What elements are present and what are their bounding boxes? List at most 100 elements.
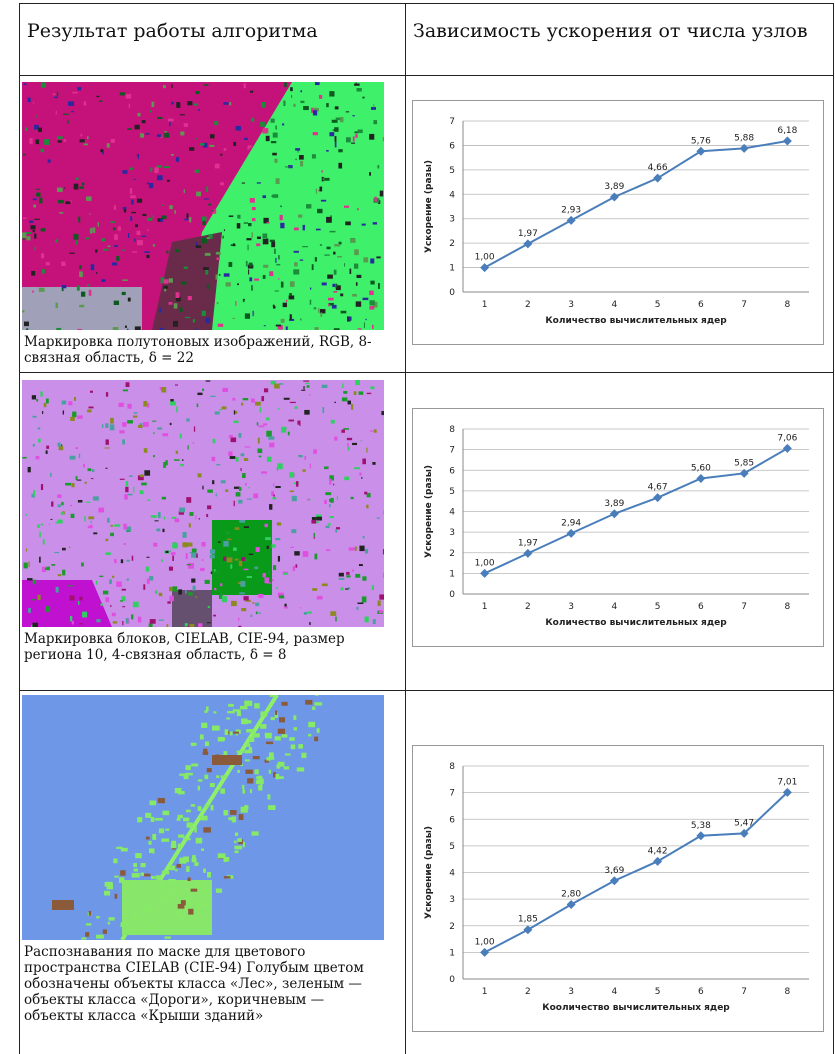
data-label: 1,00: [475, 558, 495, 568]
speckle: [169, 278, 173, 282]
speckle: [258, 594, 263, 598]
speckle: [248, 487, 250, 488]
marker: [480, 263, 489, 272]
speckle: [185, 765, 190, 770]
speckle: [110, 605, 111, 607]
speckle: [322, 584, 328, 587]
x-tick-label: 2: [525, 300, 531, 310]
speckle: [297, 421, 300, 425]
speckle: [79, 265, 82, 269]
speckle: [124, 494, 128, 499]
speckle: [366, 505, 368, 509]
speckle: [25, 127, 28, 131]
speckle: [273, 483, 274, 486]
speckle: [150, 925, 154, 931]
y-tick-label: 2: [449, 239, 455, 249]
speckle: [235, 527, 240, 530]
speckle: [79, 271, 83, 277]
speckle: [231, 601, 237, 606]
speckle: [116, 256, 119, 261]
speckle: [212, 726, 220, 731]
speckle: [33, 230, 35, 232]
speckle: [75, 178, 78, 180]
table-border: [833, 3, 834, 1054]
speckle: [149, 801, 156, 806]
marker: [653, 857, 662, 866]
speckle: [128, 298, 131, 302]
marker: [567, 529, 576, 538]
speckle: [203, 827, 211, 832]
speckle: [173, 889, 177, 893]
speckle: [79, 454, 80, 459]
speckle: [197, 404, 199, 407]
speckle: [207, 490, 213, 493]
speckle: [277, 463, 282, 469]
speckle: [256, 243, 260, 246]
speckle: [366, 448, 367, 453]
speckle: [278, 408, 280, 409]
speckle: [361, 477, 362, 478]
speckle: [61, 502, 63, 505]
speckle: [121, 922, 129, 927]
speckle: [91, 264, 95, 270]
speckle: [29, 221, 33, 223]
speckle: [303, 551, 309, 557]
speckle: [56, 111, 57, 115]
speckle: [184, 219, 188, 221]
marker: [696, 831, 705, 840]
speckle: [302, 469, 305, 472]
speckle: [365, 617, 369, 623]
y-tick-label: 6: [449, 141, 455, 151]
speckle: [355, 380, 360, 385]
speckle: [266, 431, 272, 437]
speckle: [326, 217, 332, 223]
speckle: [319, 95, 322, 99]
speckle: [77, 415, 83, 418]
speckle: [253, 756, 260, 759]
speckle: [249, 263, 253, 267]
speckle: [164, 288, 166, 291]
speckle: [264, 325, 266, 326]
speckle: [153, 455, 155, 457]
speckle: [144, 874, 151, 877]
region: [122, 880, 212, 935]
speckle: [62, 570, 65, 576]
speckle: [89, 911, 91, 916]
speckle: [35, 116, 36, 118]
speckle: [106, 439, 109, 444]
speckle: [188, 296, 192, 300]
speckle: [202, 559, 204, 560]
speckle: [207, 872, 211, 878]
speckle: [194, 426, 195, 431]
speckle: [253, 313, 254, 314]
speckle: [109, 579, 112, 584]
speckle: [273, 194, 279, 198]
data-label: 4,42: [648, 846, 668, 856]
speckle: [374, 197, 376, 202]
speckle: [223, 102, 228, 105]
speckle: [341, 430, 345, 433]
speckle: [84, 516, 86, 521]
speckle: [216, 775, 219, 778]
speckle: [180, 114, 185, 115]
speckle: [372, 325, 374, 329]
speckle: [369, 291, 373, 295]
x-tick-label: 4: [612, 300, 618, 310]
speckle: [240, 581, 245, 587]
speckle: [130, 188, 132, 194]
speckle: [205, 253, 211, 256]
speckle: [129, 167, 133, 169]
speckle: [186, 810, 191, 813]
speckle: [290, 491, 294, 493]
speckle: [345, 221, 351, 225]
speckle: [126, 560, 129, 562]
speckle: [59, 212, 63, 214]
speckle: [210, 555, 215, 559]
speckle: [178, 589, 182, 594]
speckle: [343, 391, 347, 394]
speckle: [76, 240, 78, 244]
speckle: [335, 284, 337, 288]
speckle: [289, 293, 292, 296]
speckle: [191, 743, 195, 746]
speckle: [372, 462, 375, 465]
